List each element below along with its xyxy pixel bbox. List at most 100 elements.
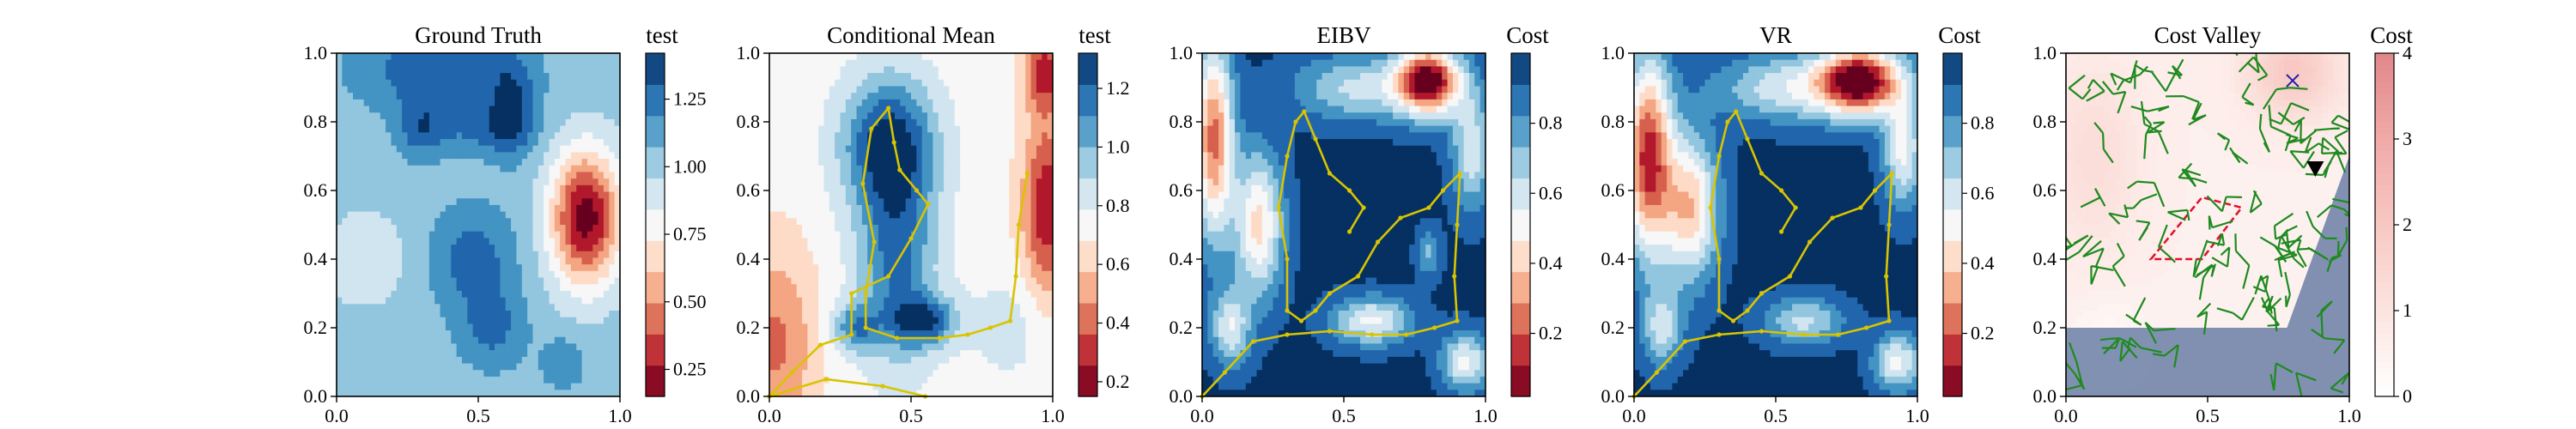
colorbar-band bbox=[2375, 196, 2394, 202]
tree-edge bbox=[2132, 199, 2142, 209]
trajectory-point bbox=[1801, 332, 1807, 337]
tree-edge bbox=[2350, 202, 2365, 221]
x-tick-label: 0.0 bbox=[1622, 405, 1646, 426]
tree-edge bbox=[2147, 105, 2170, 112]
tree-edge bbox=[2140, 347, 2162, 353]
colorbar-band bbox=[2375, 93, 2394, 100]
tree-edge bbox=[2294, 372, 2303, 396]
x-tick-label: 1.0 bbox=[2337, 405, 2361, 426]
tree-edge bbox=[2320, 137, 2324, 154]
trajectory-point bbox=[1864, 325, 1869, 330]
trajectory-point bbox=[1457, 171, 1462, 176]
tree-edge bbox=[2144, 322, 2157, 344]
polygon-boundary bbox=[2148, 196, 2244, 261]
panel-title: EIBV bbox=[1317, 22, 1371, 48]
tree-edge bbox=[2080, 196, 2101, 208]
heatmap-field bbox=[1634, 53, 1917, 396]
trajectory-point bbox=[1452, 274, 1457, 279]
tree-edge bbox=[2254, 275, 2263, 295]
tree-edge bbox=[2172, 58, 2184, 80]
panel-title: Conditional Mean bbox=[827, 22, 995, 48]
tree-edge bbox=[2100, 337, 2111, 341]
colorbar-band bbox=[1078, 115, 1097, 148]
tree-edge bbox=[2293, 117, 2306, 125]
colorbar-band bbox=[646, 208, 665, 241]
tree-edge bbox=[2238, 56, 2255, 73]
colorbar-band bbox=[2375, 139, 2394, 146]
trajectory-point bbox=[823, 377, 829, 382]
tree-edge bbox=[2102, 148, 2114, 164]
colorbar-band bbox=[2375, 328, 2394, 335]
tree-edge bbox=[2181, 168, 2196, 188]
colorbar-band bbox=[2375, 213, 2394, 220]
trajectory-point bbox=[987, 325, 993, 330]
panel-1: 0.0 0.5 1.0 0.0 0.2 0.4 0.6 0.8 1.0 Ground Truth 0… bbox=[304, 22, 707, 426]
trajectory-point bbox=[1455, 318, 1460, 323]
tree-edge bbox=[2129, 336, 2142, 349]
colorbar-band bbox=[1943, 208, 1962, 241]
y-tick-label: 0.8 bbox=[1170, 111, 1194, 132]
trajectory-point bbox=[1725, 119, 1730, 124]
colorbar-band bbox=[1511, 115, 1530, 148]
tree-edge bbox=[2167, 211, 2186, 221]
tree-edge bbox=[2333, 339, 2346, 354]
x-tick-label: 0.0 bbox=[1190, 405, 1214, 426]
tree-edge bbox=[2140, 100, 2146, 124]
trajectory-point bbox=[1759, 291, 1765, 296]
colorbar: 0.25 0.50 0.75 1.00 1.25 test bbox=[645, 22, 707, 397]
colorbar-band bbox=[2375, 99, 2394, 106]
colorbar-band bbox=[2375, 345, 2394, 352]
tree-edge bbox=[2066, 251, 2080, 262]
y-tick-label: 1.0 bbox=[737, 42, 761, 63]
trajectory-point bbox=[914, 188, 920, 193]
y-tick-label: 0.4 bbox=[2033, 248, 2057, 269]
tree-edge bbox=[2302, 150, 2315, 169]
colorbar-band bbox=[2375, 281, 2394, 288]
colorbar-band bbox=[2375, 242, 2394, 249]
colorbar-band bbox=[2375, 384, 2394, 391]
x-tick-label: 1.0 bbox=[1905, 405, 1929, 426]
y-tick-label: 0.8 bbox=[2033, 111, 2057, 132]
colorbar-band bbox=[1943, 302, 1962, 335]
colorbar-band bbox=[2375, 110, 2394, 117]
trajectory-point bbox=[1886, 318, 1892, 323]
rrt-tree bbox=[2066, 53, 2365, 396]
trajectory-point bbox=[1745, 308, 1750, 313]
colorbar-band bbox=[1511, 53, 1530, 85]
colorbar-label: test bbox=[1078, 22, 1111, 48]
colorbar-band bbox=[1943, 334, 1962, 366]
tree-edge bbox=[2116, 80, 2124, 91]
tree-edge bbox=[2196, 302, 2212, 318]
tree-edge bbox=[2266, 295, 2274, 313]
colorbar-band bbox=[2375, 127, 2394, 134]
tree-edge bbox=[2330, 372, 2349, 390]
colorbar-band bbox=[1511, 84, 1530, 117]
tree-edge bbox=[2165, 78, 2174, 92]
y-tick-label: 0.6 bbox=[304, 179, 328, 201]
colorbar-band bbox=[2375, 293, 2394, 300]
tree-edge bbox=[2164, 344, 2179, 357]
tree-edge bbox=[2074, 372, 2086, 390]
colorbar-band bbox=[2375, 322, 2394, 329]
tree-edge bbox=[2207, 240, 2225, 246]
trajectory-point bbox=[886, 106, 891, 111]
tree-edge bbox=[2194, 178, 2208, 184]
colorbar-band bbox=[2375, 178, 2394, 185]
tree-edge bbox=[2232, 311, 2243, 321]
colorbar-band bbox=[1078, 178, 1097, 210]
trajectory-point bbox=[1370, 332, 1375, 337]
tree-edge bbox=[2086, 90, 2105, 102]
colorbar-band bbox=[646, 115, 665, 148]
tree-edge bbox=[2262, 298, 2269, 308]
trajectory-point bbox=[1830, 215, 1835, 221]
tree-edge bbox=[2326, 257, 2333, 272]
trajectory-point bbox=[1355, 274, 1361, 279]
tree-edge bbox=[2158, 246, 2169, 257]
trajectory-point bbox=[863, 325, 868, 330]
colorbar-band bbox=[646, 302, 665, 335]
trajectory-point bbox=[1745, 136, 1750, 142]
y-tick-label: 1.0 bbox=[304, 42, 328, 63]
colorbar-band bbox=[2375, 122, 2394, 129]
tree-edge bbox=[2316, 300, 2333, 318]
